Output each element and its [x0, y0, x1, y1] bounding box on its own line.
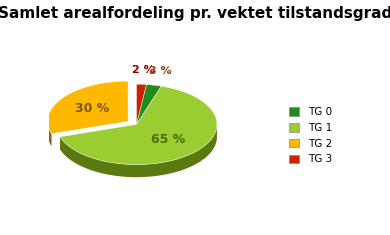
Text: 3 %: 3 %: [149, 67, 172, 76]
Polygon shape: [60, 125, 217, 177]
Text: Samlet arealfordeling pr. vektet tilstandsgrad: Samlet arealfordeling pr. vektet tilstan…: [0, 6, 390, 21]
Text: 65 %: 65 %: [151, 133, 185, 146]
Polygon shape: [48, 121, 51, 146]
Text: 2 %: 2 %: [132, 65, 155, 75]
Polygon shape: [60, 86, 217, 164]
Polygon shape: [136, 84, 147, 124]
Legend: TG 0, TG 1, TG 2, TG 3: TG 0, TG 1, TG 2, TG 3: [285, 103, 336, 169]
Text: 30 %: 30 %: [75, 102, 109, 115]
Polygon shape: [48, 81, 128, 134]
Polygon shape: [136, 85, 161, 124]
